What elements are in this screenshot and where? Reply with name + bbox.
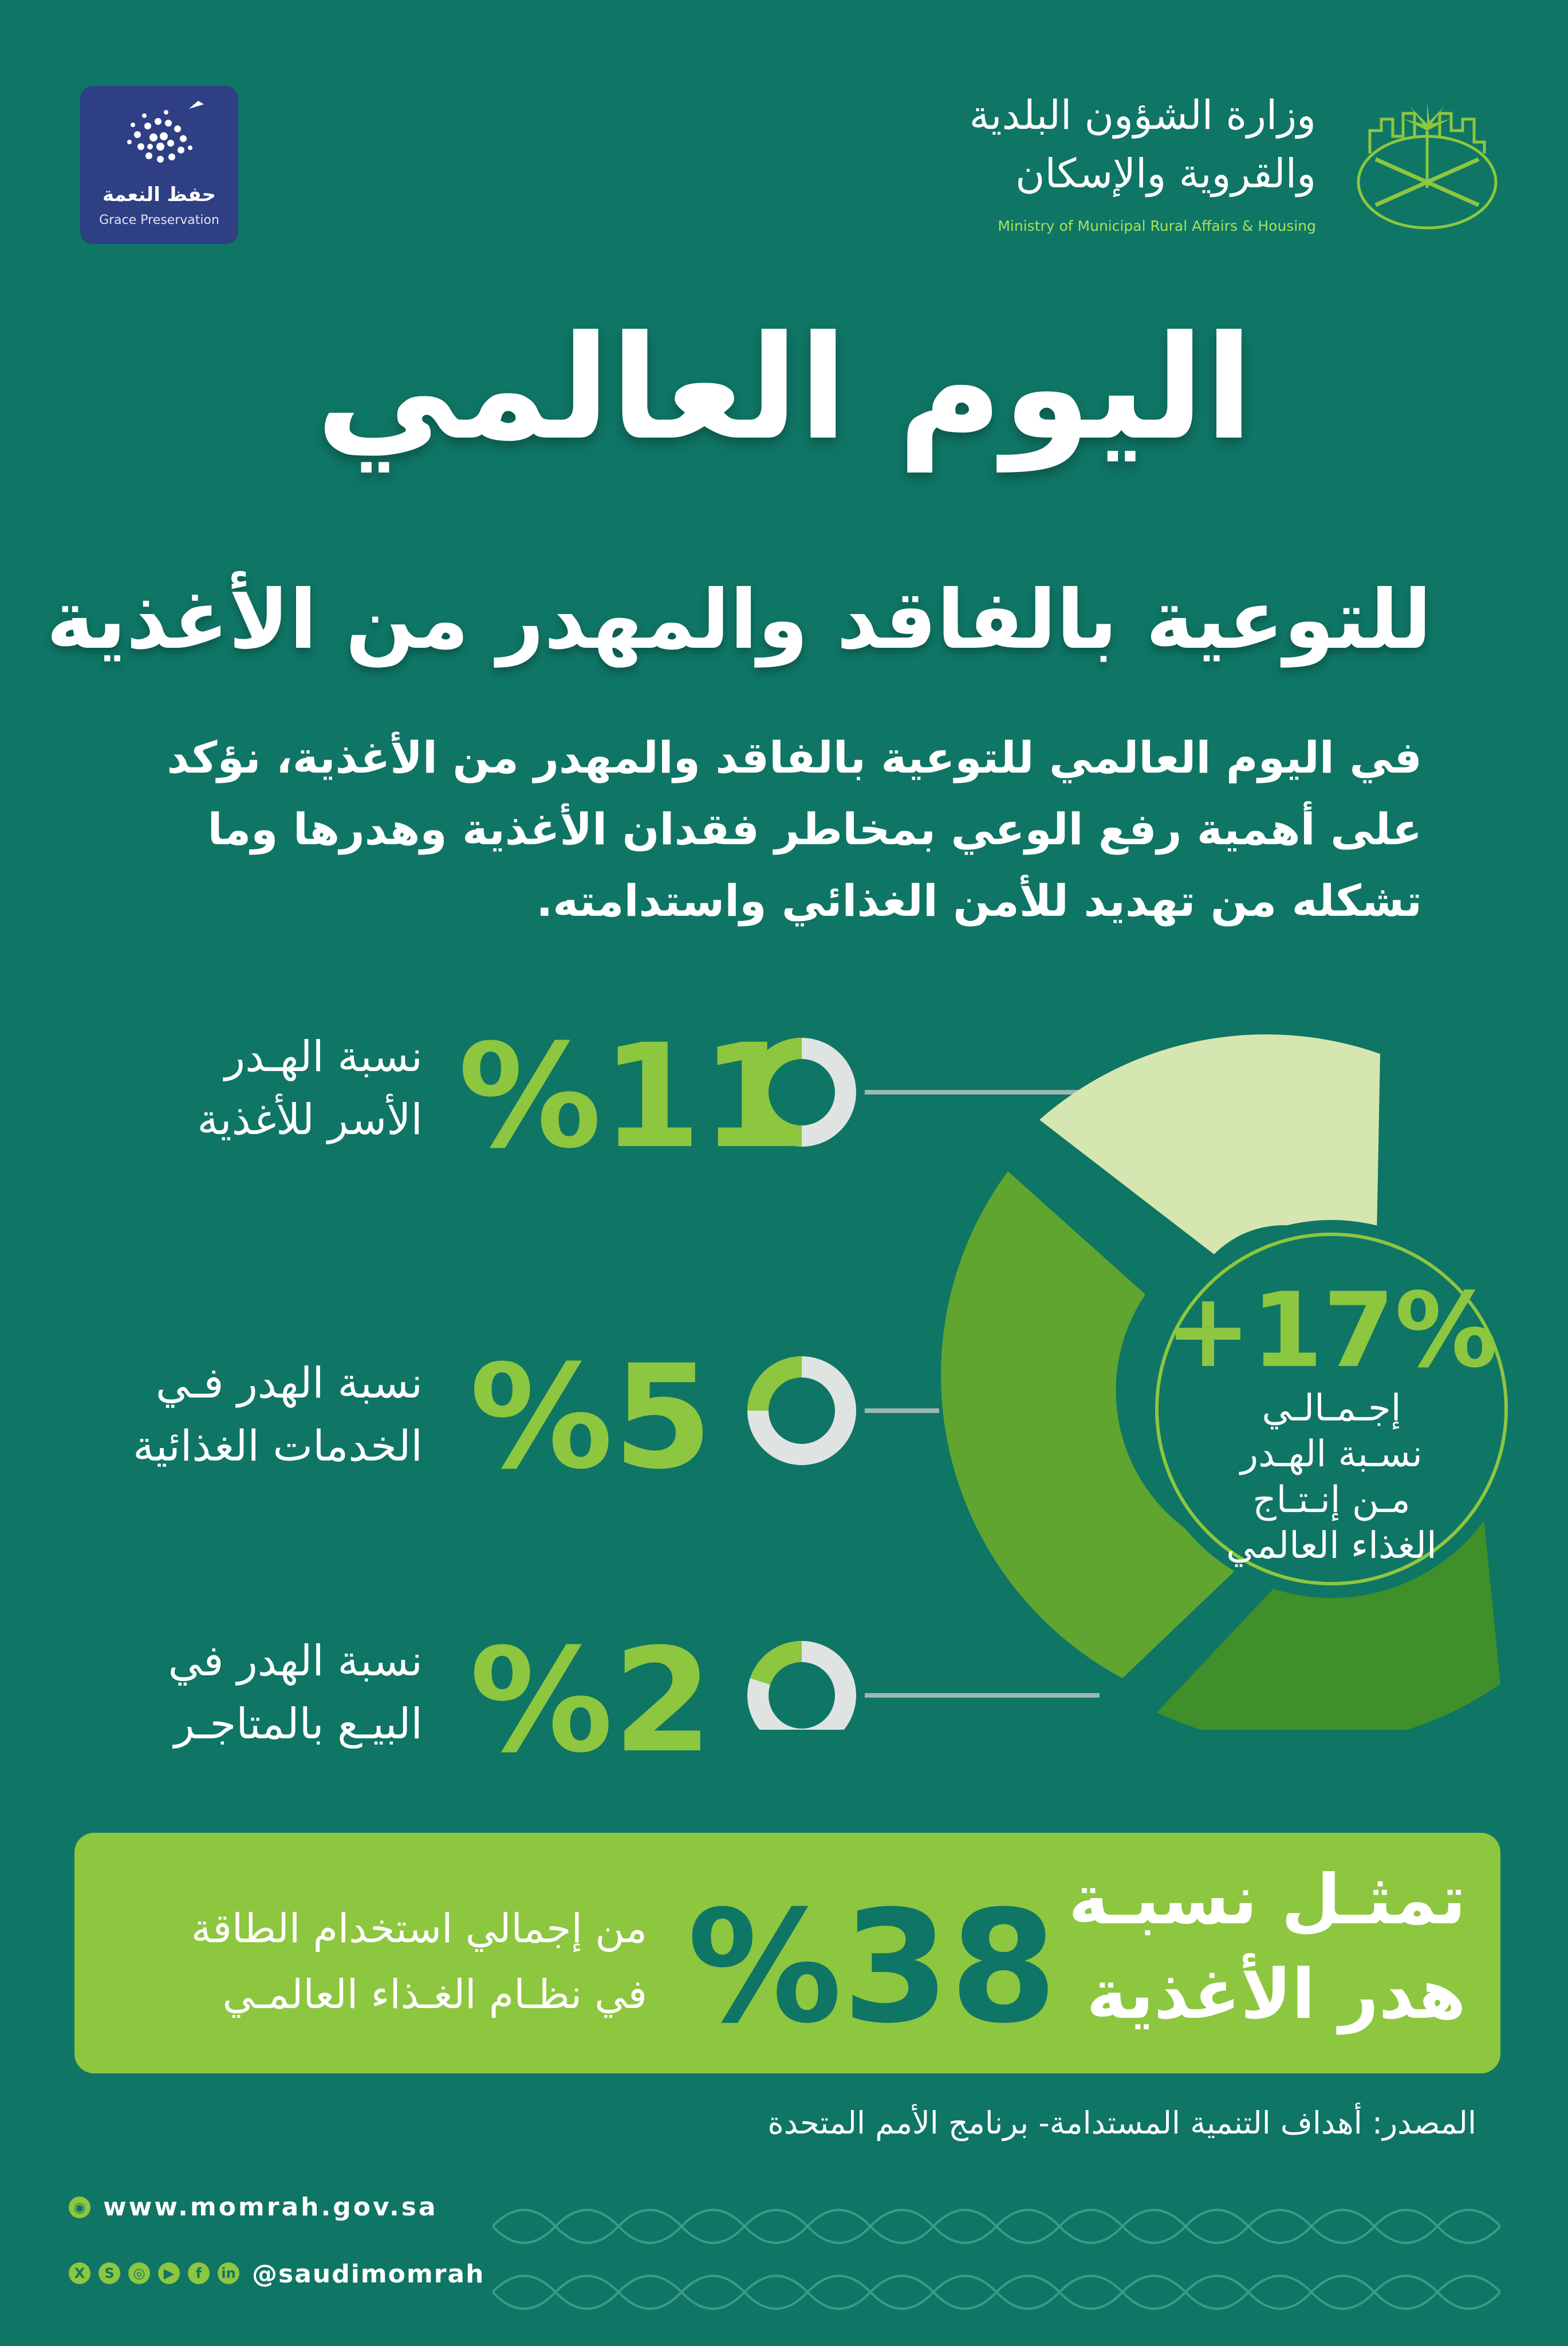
donut-retail-icon xyxy=(747,1641,856,1730)
energy-highlight-box: تمثـل نسبـة هدر الأغذية %38 من إجمالي اس… xyxy=(74,1833,1500,2073)
x-icon[interactable]: X xyxy=(69,2262,90,2284)
main-title: اليوم العالمي xyxy=(316,305,1254,471)
stat-label-line: نسبة الهدر فـي xyxy=(155,1359,423,1408)
globe-icon: ◉ xyxy=(69,2197,90,2218)
sub-title: للتوعية بالفاقد والمهدر من الأغذية xyxy=(46,573,1432,667)
stat-label-line: نسبة الهدر في xyxy=(168,1636,423,1686)
waste-breakdown-graphic: +17% إجـمـالـي نسـبة الهـدر مـن إنـتـاج … xyxy=(747,1034,1512,1730)
total-label-line: مـن إنـتـاج xyxy=(1252,1479,1410,1521)
intro-line: تشكله من تهديد للأمن الغذائي واستدامته. xyxy=(536,875,1422,926)
facebook-icon[interactable]: f xyxy=(188,2262,210,2284)
total-label-line: إجـمـالـي xyxy=(1262,1387,1401,1430)
stat-label-line: الخدمات الغذائية xyxy=(133,1422,423,1471)
snapchat-icon[interactable]: S xyxy=(99,2262,120,2284)
stat-label-line: البيـع بالمتاجـر xyxy=(174,1699,423,1749)
youtube-icon[interactable]: ▶ xyxy=(158,2262,180,2284)
grace-preservation-logo: حفظ النعمة Grace Preservation xyxy=(80,86,238,244)
decorative-arabesque-pattern xyxy=(493,2194,1500,2325)
stat-value-households: %11 xyxy=(458,1013,801,1180)
total-circle xyxy=(1142,1220,1512,1598)
donut-households-icon xyxy=(747,1038,856,1147)
segment-households xyxy=(1039,1034,1381,1357)
highlight-title-line: تمثـل نسبـة xyxy=(1068,1860,1466,1940)
ministry-name-line2: والقروية والإسكان xyxy=(1015,150,1316,197)
highlight-title: تمثـل نسبـة هدر الأغذية xyxy=(1069,1853,1466,2042)
total-value: +17% xyxy=(1165,1271,1498,1391)
total-circle-outline xyxy=(1155,1233,1508,1585)
instagram-icon[interactable]: ◎ xyxy=(128,2262,150,2284)
grace-logo-english: Grace Preservation xyxy=(99,213,219,227)
stat-value-retail: %2 xyxy=(470,1617,713,1784)
website-link[interactable]: www.momrah.gov.sa xyxy=(103,2193,438,2222)
ministry-name-english: Ministry of Municipal Rural Affairs & Ho… xyxy=(998,218,1316,234)
donut-food-services-icon xyxy=(747,1356,856,1465)
stat-label-retail: نسبة الهدر في البيـع بالمتاجـر xyxy=(168,1629,423,1755)
social-handle[interactable]: @saudimomrah xyxy=(252,2260,485,2289)
total-label-line: الغذاء العالمي xyxy=(1226,1525,1436,1567)
stat-label-line: نسبة الهـدر xyxy=(224,1032,423,1081)
saudi-map-dots-icon xyxy=(127,101,204,163)
highlight-desc-line: من إجمالي استخدام الطاقة xyxy=(191,1905,647,1952)
highlight-desc-line: في نظـام الغـذاء العالمـي xyxy=(222,1971,647,2018)
source-note: المصدر: أهداف التنمية المستدامة- برنامج … xyxy=(767,2105,1477,2141)
highlight-title-line: هدر الأغذية xyxy=(1086,1955,1466,2034)
intro-line: في اليوم العالمي للتوعية بالفاقد والمهدر… xyxy=(167,732,1422,783)
total-label-line: نسـبة الهـدر xyxy=(1239,1433,1423,1475)
intro-line: على أهمية رفع الوعي بمخاطر فقدان الأغذية… xyxy=(207,804,1422,855)
segment-food-services xyxy=(941,1171,1248,1678)
highlight-description: من إجمالي استخدام الطاقة في نظـام الغـذا… xyxy=(191,1896,647,2028)
stat-label-line: الأسر للأغذية xyxy=(197,1095,423,1144)
stat-label-food-services: نسبة الهدر فـي الخدمات الغذائية xyxy=(133,1352,423,1478)
ministry-name-line1: وزارة الشؤون البلدية xyxy=(969,92,1316,139)
linkedin-icon[interactable]: in xyxy=(218,2262,239,2284)
highlight-value: %38 xyxy=(687,1877,1058,2057)
grace-logo-arabic: حفظ النعمة xyxy=(102,183,216,206)
saudi-palm-swords-emblem-icon xyxy=(1357,103,1498,230)
stat-label-households: نسبة الهـدر الأسر للأغذية xyxy=(197,1025,423,1151)
stat-value-food-services: %5 xyxy=(470,1334,713,1501)
intro-paragraph: في اليوم العالمي للتوعية بالفاقد والمهدر… xyxy=(162,722,1422,936)
